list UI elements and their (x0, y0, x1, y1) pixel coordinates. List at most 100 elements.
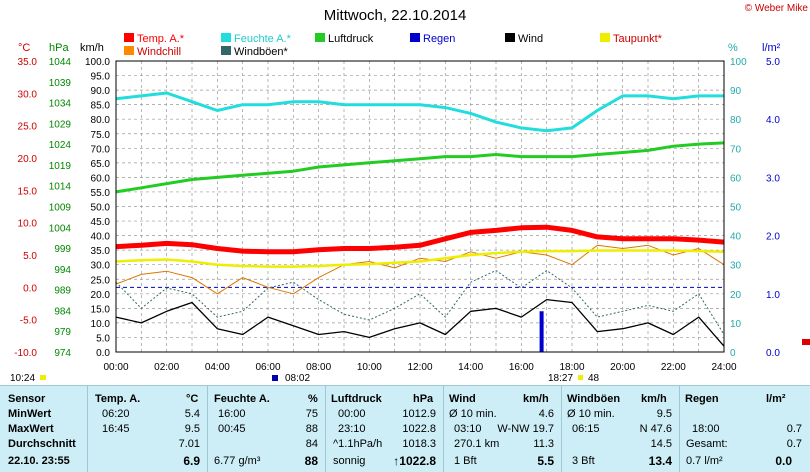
wind-tick-label: 80.0 (91, 115, 111, 126)
legend-label-temp: Temp. A.* (137, 33, 185, 45)
humidity-tick-label: 20 (730, 290, 742, 301)
rain-bar (539, 311, 544, 352)
separator (443, 386, 444, 472)
row-max-label: MaxWert (8, 423, 54, 435)
header-luftdruck: Luftdruck (331, 393, 382, 405)
pressure-tick-label: 1024 (49, 140, 72, 151)
temp-tick-label: 20.0 (18, 154, 38, 165)
wind-tick-label: 90.0 (91, 86, 111, 97)
x-tick-label: 06:00 (255, 362, 280, 373)
pressure-tick-label: 1019 (49, 161, 72, 172)
current-luft-value: ↑1022.8 (393, 454, 436, 468)
header-wind-unit: km/h (523, 393, 549, 405)
min-wind-value: 4.6 (538, 408, 554, 420)
wind-tick-label: 40.0 (91, 232, 111, 243)
x-tick-label: 08:00 (306, 362, 331, 373)
max-feuchte-time: 00:45 (218, 423, 246, 435)
humidity-tick-label: 0 (730, 348, 736, 359)
pressure-tick-label: 984 (54, 306, 71, 317)
separator (325, 386, 326, 472)
temp-tick-label: 25.0 (18, 122, 38, 133)
wind-unit-label: km/h (80, 42, 104, 54)
min-temp-time: 06:20 (102, 408, 130, 420)
humidity-tick-label: 80 (730, 115, 742, 126)
temp-tick-label: 35.0 (18, 57, 38, 68)
row-avg-label: Durchschnitt (8, 438, 76, 450)
pressure-unit-label: hPa (49, 42, 69, 54)
humidity-tick-label: 70 (730, 144, 742, 155)
marker-left-swatch (40, 375, 46, 380)
separator (87, 386, 88, 472)
header-sensor: Sensor (8, 393, 46, 405)
max-feuchte-value: 88 (305, 423, 318, 435)
header-feuchte: Feuchte A. (214, 393, 270, 405)
wind-tick-label: 0.0 (96, 348, 110, 359)
series-line-windchill (115, 244, 725, 295)
marker-bottom1-time: 08:02 (285, 373, 310, 384)
max-regen-time: 18:00 (692, 423, 720, 435)
max-boeen-time: 06:15 (572, 423, 600, 435)
rain-unit-label: l/m² (762, 42, 781, 54)
humidity-tick-label: 90 (730, 86, 742, 97)
wind-tick-label: 10.0 (91, 319, 111, 330)
wind-tick-label: 30.0 (91, 261, 111, 272)
rain-tick-label: 3.0 (766, 173, 780, 184)
series-layer (115, 91, 725, 352)
temp-tick-label: -10.0 (14, 348, 37, 359)
max-luft-time: 23:10 (338, 423, 366, 435)
legend-label-luftdruck: Luftdruck (328, 33, 374, 45)
wind-tick-label: 55.0 (91, 188, 111, 199)
x-tick-label: 14:00 (458, 362, 483, 373)
wind-tick-label: 20.0 (91, 290, 111, 301)
series-line-temp-a (115, 224, 725, 255)
current-luft-note: sonnig (333, 455, 366, 467)
current-boeen-value: 13.4 (648, 454, 672, 468)
rain-tick-label: 5.0 (766, 57, 780, 68)
wind-tick-label: 35.0 (91, 246, 111, 257)
min-luft-value: 1012.9 (402, 408, 436, 420)
avg-wind-value: 11.3 (533, 438, 554, 450)
wind-tick-label: 5.0 (96, 333, 110, 344)
legend-swatch-wind (505, 33, 515, 42)
min-wind-time: Ø 10 min. (449, 408, 497, 420)
pressure-tick-label: 1029 (49, 119, 72, 130)
wind-tick-label: 45.0 (91, 217, 111, 228)
pressure-tick-label: 1039 (49, 78, 72, 89)
legend-label-feuchte: Feuchte A.* (234, 33, 292, 45)
legend-label-wind: Wind (518, 33, 543, 45)
wind-tick-label: 70.0 (91, 144, 111, 155)
x-tick-label: 00:00 (103, 362, 128, 373)
x-tick-label: 24:00 (711, 362, 736, 373)
series-line-luftdruck (115, 141, 725, 194)
humidity-tick-label: 50 (730, 203, 742, 214)
current-regen-value: 0.0 (775, 454, 792, 468)
pressure-tick-label: 999 (54, 244, 71, 255)
rain-tick-label: 1.0 (766, 290, 780, 301)
header-feuchte-unit: % (308, 393, 318, 405)
legend: Temp. A.* Feuchte A.* Luftdruck Regen Wi… (124, 33, 663, 58)
legend-label-windboeen: Windböen* (234, 46, 289, 58)
pressure-tick-label: 974 (54, 348, 71, 359)
x-tick-label: 18:00 (559, 362, 584, 373)
pressure-tick-label: 1014 (49, 182, 72, 193)
marker-bottom2-time: 18:27 (548, 373, 573, 384)
marker-left-time: 10:24 (10, 373, 35, 384)
max-temp-value: 9.5 (184, 423, 200, 435)
avg-boeen-value: 14.5 (650, 438, 672, 450)
max-boeen-direction: N 47.6 (639, 423, 672, 435)
x-tick-label: 10:00 (357, 362, 382, 373)
wind-tick-label: 25.0 (91, 275, 111, 286)
humidity-tick-label: 30 (730, 261, 742, 272)
avg-wind-distance: 270.1 km (454, 438, 500, 450)
current-feuchte-value: 88 (304, 454, 318, 468)
x-tick-label: 04:00 (205, 362, 230, 373)
series-line-feuchte-a (115, 91, 724, 133)
min-feuchte-time: 16:00 (218, 408, 246, 420)
side-swatch-red (802, 339, 810, 345)
current-feuchte-note: 6.77 g/m³ (214, 455, 261, 467)
wind-tick-label: 60.0 (91, 173, 111, 184)
series-line-windb-en (115, 270, 725, 335)
x-tick-label: 20:00 (610, 362, 635, 373)
legend-swatch-luftdruck (315, 33, 325, 42)
min-feuchte-value: 75 (305, 408, 318, 420)
